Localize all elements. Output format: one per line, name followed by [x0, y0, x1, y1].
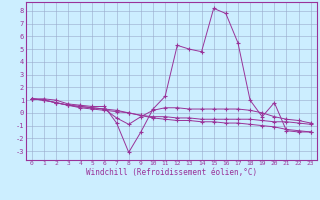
X-axis label: Windchill (Refroidissement éolien,°C): Windchill (Refroidissement éolien,°C)	[86, 168, 257, 177]
